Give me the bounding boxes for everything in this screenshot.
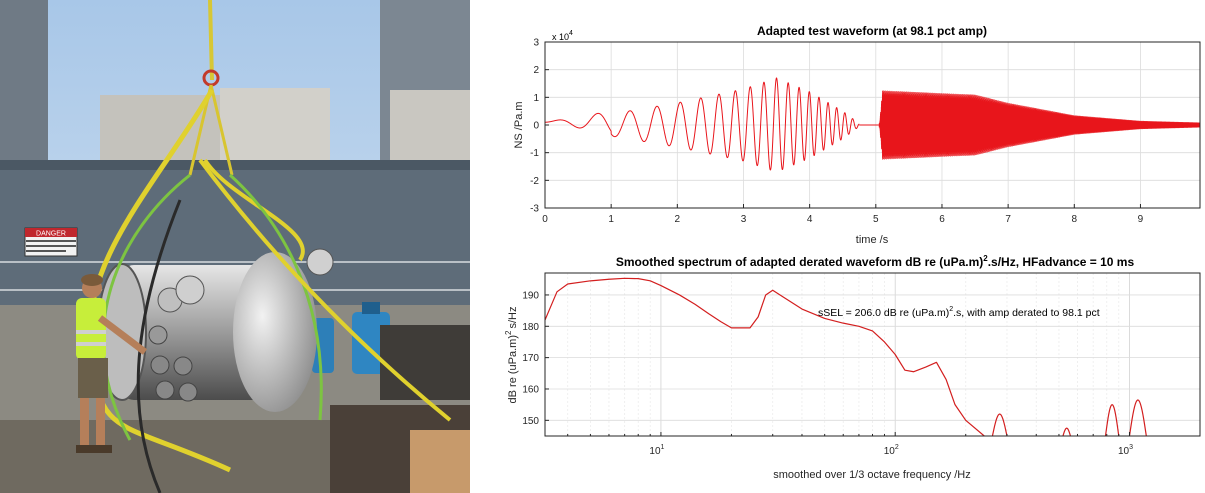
waveform-title: Adapted test waveform (at 98.1 pct amp) bbox=[757, 24, 987, 38]
spectrum-y-tick-label: 160 bbox=[522, 384, 539, 395]
spectrum-y-tick-label: 150 bbox=[522, 416, 539, 427]
spectrum-x-tick-power: 3 bbox=[1129, 444, 1133, 451]
spectrum-xlabel: smoothed over 1/3 octave frequency /Hz bbox=[773, 469, 971, 481]
waveform-x-tick-label: 5 bbox=[873, 214, 879, 225]
waveform-y-exponent-base: x 10 bbox=[552, 32, 569, 42]
spectrum-y-tick-label: 170 bbox=[522, 353, 539, 364]
waveform-y-ticks: -3 -2 -1 0 1 2 3 bbox=[530, 38, 549, 215]
waveform-y-tick-label: 3 bbox=[533, 38, 539, 49]
waveform-y-tick-label: 2 bbox=[533, 65, 539, 76]
spectrum-x-tick-base: 10 bbox=[884, 446, 896, 457]
waveform-x-tick-label: 9 bbox=[1138, 214, 1144, 225]
waveform-y-tick-label: -2 bbox=[530, 176, 539, 187]
spectrum-x-tick-base: 10 bbox=[1118, 446, 1130, 457]
waveform-plot bbox=[545, 77, 1201, 171]
waveform-y-tick-label: 0 bbox=[533, 121, 539, 132]
spectrum-spike bbox=[1062, 427, 1072, 436]
danger-sign-text: DANGER bbox=[36, 231, 66, 238]
waveform-x-tick-label: 3 bbox=[741, 214, 747, 225]
spectrum-x-tick-label: 102 bbox=[884, 444, 899, 457]
spectrum-y-ticks: 150 160 170 180 190 bbox=[522, 290, 549, 427]
waveform-x-tick-label: 4 bbox=[807, 214, 813, 225]
waveform-ylabel: NS /Pa.m bbox=[513, 101, 525, 148]
waveform-line-segment-2 bbox=[878, 90, 1201, 160]
spectrum-x-tick-label: 101 bbox=[649, 444, 664, 457]
spectrum-chart: Smoothed spectrum of adapted derated wav… bbox=[504, 254, 1201, 481]
waveform-x-tick-label: 1 bbox=[608, 214, 614, 225]
spectrum-spike bbox=[1128, 399, 1147, 436]
waveform-x-tick-label: 2 bbox=[675, 214, 681, 225]
spectrum-annotation-main: sSEL = 206.0 dB re (uPa.m) bbox=[818, 307, 949, 319]
spectrum-title-sup: 2 bbox=[983, 254, 988, 263]
waveform-y-exponent: x 104 bbox=[552, 30, 573, 42]
spectrum-annotation-sup: 2 bbox=[949, 306, 953, 313]
spectrum-annotation-suffix: .s, with amp derated to 98.1 pct bbox=[953, 307, 1100, 319]
spectrum-x-ticks: 101 102 103 bbox=[567, 432, 1201, 457]
spectrum-x-tick-power: 2 bbox=[895, 444, 899, 451]
waveform-x-tick-label: 0 bbox=[542, 214, 548, 225]
waveform-y-exponent-power: 4 bbox=[569, 30, 573, 37]
spectrum-x-tick-base: 10 bbox=[649, 446, 661, 457]
spectrum-ylabel-main: dB re (uPa.m) bbox=[507, 335, 519, 403]
spectrum-title-main: Smoothed spectrum of adapted derated wav… bbox=[616, 255, 983, 269]
spectrum-plot bbox=[545, 277, 1147, 436]
waveform-x-tick-label: 8 bbox=[1072, 214, 1078, 225]
waveform-line-segment-1 bbox=[545, 77, 860, 171]
spectrum-spike bbox=[991, 413, 1008, 436]
charts-panel: Adapted test waveform (at 98.1 pct amp) … bbox=[504, 24, 1201, 481]
spectrum-grid bbox=[545, 273, 1201, 436]
waveform-y-tick-label: -3 bbox=[530, 204, 539, 215]
spectrum-x-tick-power: 1 bbox=[661, 444, 665, 451]
spectrum-spike bbox=[1104, 403, 1120, 436]
spectrum-ylabel-sup: 2 bbox=[504, 330, 513, 335]
waveform-x-tick-label: 6 bbox=[939, 214, 945, 225]
spectrum-title-suffix: .s/Hz, HFadvance = 10 ms bbox=[988, 255, 1135, 269]
spectrum-annotation: sSEL = 206.0 dB re (uPa.m)2.s, with amp … bbox=[818, 306, 1100, 319]
waveform-x-ticks: 0 1 2 3 4 5 6 7 8 9 bbox=[542, 204, 1144, 225]
waveform-chart: Adapted test waveform (at 98.1 pct amp) … bbox=[513, 24, 1201, 246]
spectrum-line bbox=[545, 277, 986, 436]
spectrum-ylabel-suffix: s/Hz bbox=[507, 307, 519, 329]
waveform-x-tick-label: 7 bbox=[1005, 214, 1011, 225]
spectrum-ylabel: dB re (uPa.m)2s/Hz bbox=[504, 307, 519, 404]
waveform-y-tick-label: 1 bbox=[533, 93, 539, 104]
waveform-y-tick-label: -1 bbox=[530, 148, 539, 159]
spectrum-y-tick-label: 190 bbox=[522, 290, 539, 301]
spectrum-title: Smoothed spectrum of adapted derated wav… bbox=[616, 254, 1135, 269]
waveform-xlabel: time /s bbox=[856, 234, 889, 246]
spectrum-y-tick-label: 180 bbox=[522, 322, 539, 333]
spectrum-x-tick-label: 103 bbox=[1118, 444, 1133, 457]
deck-photo: DANGER bbox=[0, 0, 470, 493]
